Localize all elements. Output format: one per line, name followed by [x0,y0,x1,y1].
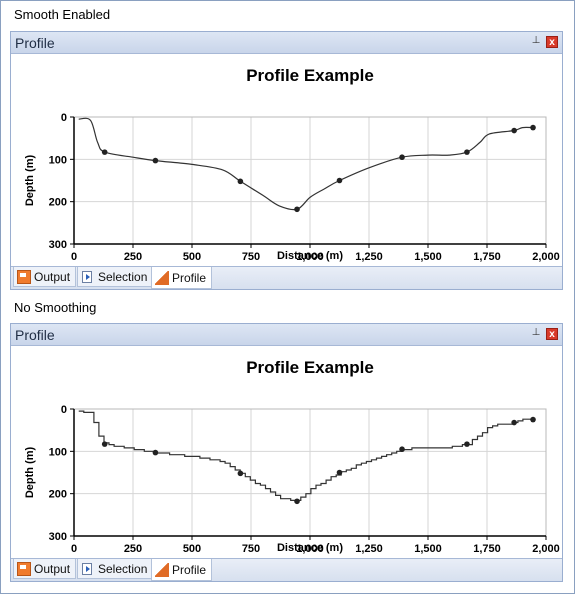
profile-marker [336,177,343,184]
tab-output[interactable]: Output [13,267,77,287]
y-tick-label: 300 [49,531,67,543]
tab-output-label: Output [34,269,71,284]
tab-output-label: Output [34,561,71,576]
profile-window-nosmooth: Profile ⊥ x Profile Example 0 250 500 750 1,0… [10,323,563,582]
profile-marker [336,469,343,476]
x-tick-label: 1,750 [473,251,501,263]
profile-marker [464,441,470,447]
profile-window-smooth: Profile ⊥ x Profile Example 0 250 500 750 1,0… [10,31,563,290]
x-tick-label: 1,500 [414,543,442,555]
profile-marker [399,446,405,453]
close-icon[interactable]: x [546,36,558,48]
tab-profile[interactable]: Profile [151,267,213,289]
profile-marker [101,149,108,155]
profile-marker [530,124,536,131]
profile-marker [530,416,536,423]
profile-marker [399,154,405,161]
selection-icon [81,562,95,576]
tab-bar: Output Selection Profile [11,558,562,581]
tab-selection[interactable]: Selection [77,267,154,287]
close-icon[interactable]: x [546,328,558,340]
tab-selection-label: Selection [98,561,148,576]
tab-output[interactable]: Output [13,559,77,579]
profile-marker [464,149,470,155]
x-tick-label: 750 [242,251,260,263]
tab-profile-label: Profile [172,270,207,285]
y-tick-label: 300 [49,239,67,251]
x-tick-label: 1,000 [296,543,324,555]
x-tick-label: 0 [71,543,77,555]
tab-bar: Output Selection Profile [11,266,562,289]
selection-icon [81,270,95,284]
y-tick-label: 0 [61,404,67,416]
x-tick-label: 1,000 [296,251,324,263]
output-icon [17,269,31,284]
profile-marker [511,419,517,426]
pin-icon[interactable]: ⊥ [531,35,541,46]
profile-line [78,117,534,211]
window-titlebar[interactable]: Profile ⊥ x [11,32,562,54]
profile-icon [155,270,169,285]
x-tick-label: 1,750 [473,543,501,555]
x-tick-label: 1,250 [355,543,383,555]
pin-icon[interactable]: ⊥ [531,327,541,338]
profile-marker [237,178,244,185]
y-axis-label: Depth (m) [24,447,36,499]
x-tick-label: 250 [124,251,142,263]
profile-chart-smooth: Profile Example 0 250 500 750 1,000 1,250 1,500… [11,54,562,266]
y-tick-label: 100 [49,446,67,458]
window-titlebar[interactable]: Profile ⊥ x [11,324,562,346]
y-tick-label: 100 [49,154,67,166]
y-tick-label: 200 [49,489,67,501]
profile-marker [294,206,300,213]
x-axis-label: Distance (m) [277,250,343,262]
tab-selection[interactable]: Selection [77,559,154,579]
tab-profile-label: Profile [172,562,207,577]
profile-marker [152,157,159,164]
panel-caption-smooth: Smooth Enabled [14,7,111,22]
x-tick-label: 1,500 [414,251,442,263]
profile-marker [237,470,244,477]
profile-marker [511,127,517,134]
x-tick-label: 1,250 [355,251,383,263]
profile-marker [152,449,159,456]
x-tick-label: 2,000 [532,251,560,263]
x-tick-label: 2,000 [532,543,560,555]
tab-selection-label: Selection [98,269,148,284]
x-tick-label: 750 [242,543,260,555]
output-icon [17,561,31,576]
window-title: Profile [15,35,55,51]
profile-line [78,410,533,501]
chart-title: Profile Example [246,358,374,377]
y-tick-label: 200 [49,197,67,209]
profile-icon [155,562,169,577]
y-tick-label: 0 [61,112,67,124]
x-axis-label: Distance (m) [277,542,343,554]
x-tick-label: 500 [183,251,201,263]
y-axis-label: Depth (m) [24,155,36,207]
x-tick-label: 250 [124,543,142,555]
profile-marker [294,498,300,505]
profile-chart-nosmooth: Profile Example 0 250 500 750 1,000 1,250 1,500… [11,346,562,558]
profile-marker [101,441,108,447]
window-title: Profile [15,327,55,343]
chart-title: Profile Example [246,66,374,85]
panel-caption-nosmooth: No Smoothing [14,300,97,315]
tab-profile[interactable]: Profile [151,559,213,581]
x-tick-label: 0 [71,251,77,263]
x-tick-label: 500 [183,543,201,555]
